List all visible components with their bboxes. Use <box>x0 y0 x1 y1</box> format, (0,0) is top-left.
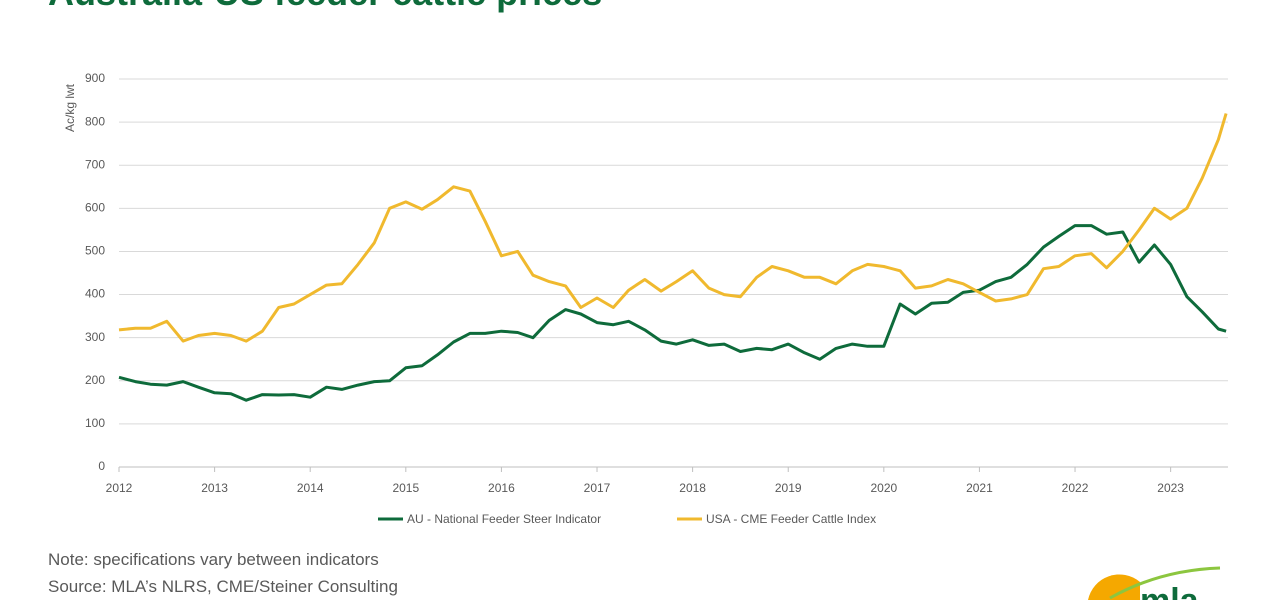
x-tick-label: 2014 <box>297 481 324 495</box>
x-tick-label: 2022 <box>1062 481 1089 495</box>
chart-title: Australia-US feeder cattle prices <box>48 0 602 13</box>
y-tick-label: 500 <box>85 244 105 258</box>
source: Source: MLA’s NLRS, CME/Steiner Consulti… <box>48 577 398 596</box>
logo-swoosh <box>1109 566 1221 600</box>
x-tick-label: 2023 <box>1157 481 1184 495</box>
x-tick-label: 2020 <box>870 481 897 495</box>
x-tick-label: 2016 <box>488 481 515 495</box>
logo-text: mla <box>1140 582 1200 600</box>
y-tick-label: 0 <box>98 459 105 473</box>
y-tick-label: 700 <box>85 157 105 171</box>
y-tick-label: 600 <box>85 201 105 215</box>
series-line <box>118 224 1227 402</box>
note: Note: specifications vary between indica… <box>48 550 379 569</box>
y-tick-label: 300 <box>85 330 105 344</box>
x-tick-label: 2019 <box>775 481 802 495</box>
legend-label: AU - National Feeder Steer Indicator <box>407 512 601 526</box>
x-tick-label: 2012 <box>106 481 133 495</box>
legend-label: USA - CME Feeder Cattle Index <box>706 512 876 526</box>
x-tick-label: 2017 <box>584 481 611 495</box>
y-tick-label: 900 <box>85 71 105 85</box>
series-line <box>118 113 1228 343</box>
x-tick-label: 2018 <box>679 481 706 495</box>
y-tick-label: 800 <box>85 114 105 128</box>
x-tick-label: 2013 <box>201 481 228 495</box>
y-tick-label: 200 <box>85 373 105 387</box>
x-tick-label: 2021 <box>966 481 993 495</box>
y-tick-label: 400 <box>85 287 105 301</box>
logo-sun <box>1088 574 1140 600</box>
x-tick-label: 2015 <box>392 481 419 495</box>
y-tick-label: 100 <box>85 416 105 430</box>
logo: mla <box>1088 566 1221 600</box>
y-axis-label: Ac/kg lwt <box>63 83 77 132</box>
